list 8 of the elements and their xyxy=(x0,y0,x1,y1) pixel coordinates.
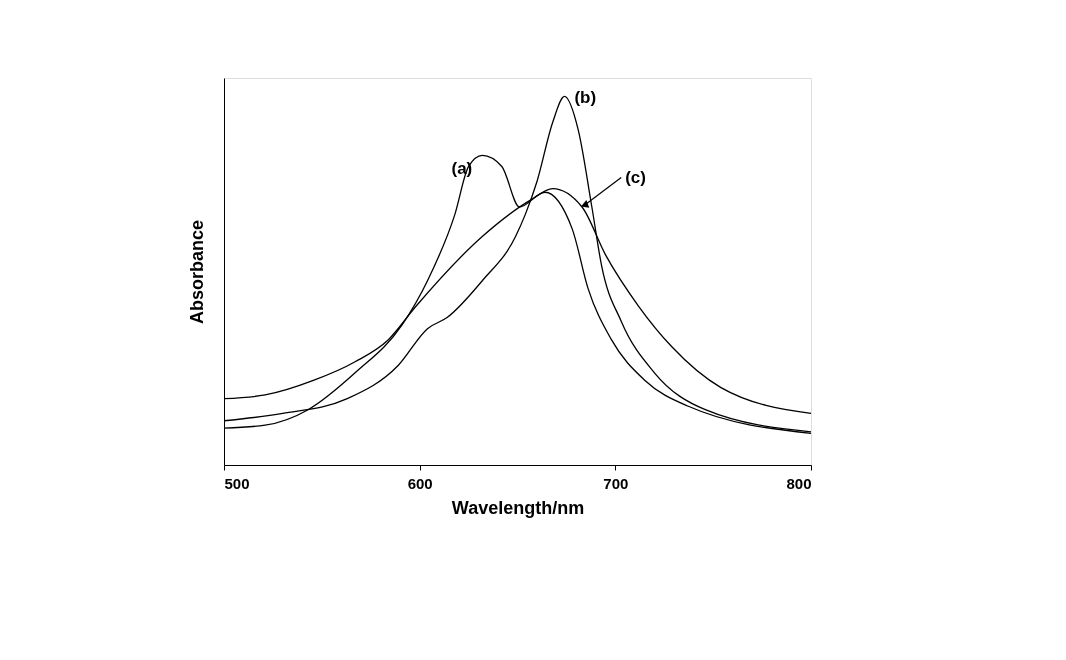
x-tick-label: 700 xyxy=(603,474,629,492)
text: (c) xyxy=(625,167,646,187)
x-tick-label: 600 xyxy=(407,474,433,492)
series-label: (b) xyxy=(574,88,597,108)
y-axis-title: Absorbance xyxy=(186,219,207,325)
x-tick-label: 800 xyxy=(786,474,812,492)
x-tick-label: 500 xyxy=(224,474,250,492)
x-axis-title: Wavelength/nm xyxy=(451,497,585,518)
